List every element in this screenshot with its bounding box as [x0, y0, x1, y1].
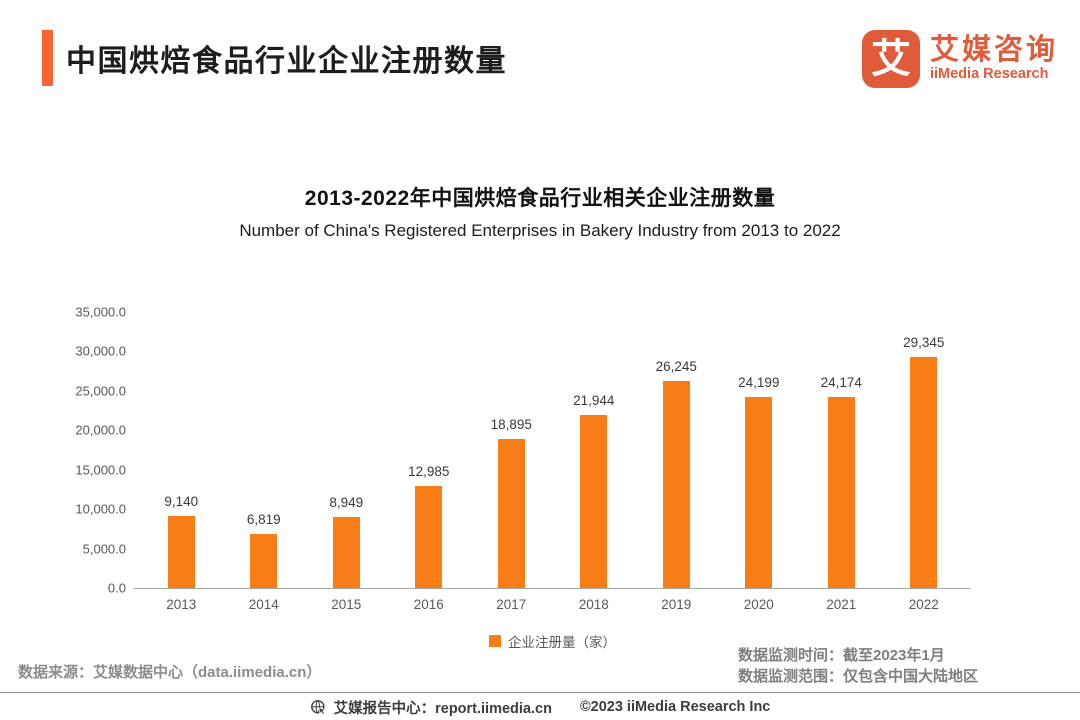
bar: [745, 397, 773, 588]
bar-value-label: 18,895: [490, 417, 532, 432]
x-axis-label: 2015: [331, 597, 362, 612]
bar-value-label: 6,819: [246, 512, 281, 528]
bar: [662, 381, 690, 588]
bar: [415, 485, 443, 588]
iimedia-logo-icon: 艾: [861, 30, 920, 88]
bar: [167, 515, 195, 588]
y-axis-tick-label: 10,000.0: [75, 501, 126, 517]
x-axis: 2013 2014 2015 2016 2017 2018 2019 2020 2021 2022: [140, 597, 965, 612]
bar-group: 18,895: [470, 312, 553, 588]
x-axis-label: 2022: [908, 597, 939, 612]
bar: [827, 397, 855, 588]
x-axis-line: [134, 588, 970, 589]
y-axis: 0.0 5,000.0 10,000.0 15,000.0 20,000.0 25,000…: [0, 305, 126, 596]
monitoring-note: 数据监测时间：截至2023年1月 数据监测范围：仅包含中国大陆地区: [738, 645, 978, 687]
legend-label: 企业注册量（家）: [508, 635, 616, 650]
bar: [497, 439, 525, 588]
bar-value-label: 29,345: [903, 334, 945, 350]
bar-group: 9,140: [140, 312, 223, 588]
bar-value-label: 8,949: [329, 495, 364, 511]
logo-name-en: iiMedia Research: [929, 65, 1049, 82]
bar-value-label: 24,199: [738, 375, 780, 391]
bar-group: 24,199: [718, 312, 801, 588]
header-accent-bar: [42, 30, 53, 86]
y-axis-tick-label: 0.0: [107, 580, 126, 596]
y-axis-tick-label: 25,000.0: [75, 383, 126, 399]
monitoring-time: 数据监测时间：截至2023年1月: [738, 647, 945, 664]
bars: 9,140 6,819 8,949 12,985 18,895 21,944 26,245 2…: [140, 312, 965, 588]
bar-group: 21,944: [553, 312, 636, 588]
chart-title: 2013-2022年中国烘焙食品行业相关企业注册数量: [304, 187, 776, 210]
footer: 艾媒报告中心：report.iimedia.cn ©2023 iiMedia R…: [0, 694, 1080, 720]
bar-group: 24,174: [800, 312, 883, 588]
bar-group: 12,985: [388, 312, 471, 588]
bar-value-label: 24,174: [820, 375, 862, 391]
y-axis-tick-label: 35,000.0: [75, 304, 126, 320]
footer-report-center: 艾媒报告中心：report.iimedia.cn: [333, 700, 552, 717]
footer-copyright: ©2023 iiMedia Research Inc: [579, 699, 771, 715]
bar: [580, 414, 608, 588]
iimedia-logo: 艾 艾媒咨询 iiMedia Research: [861, 30, 1058, 88]
monitoring-scope: 数据监测范围：仅包含中国大陆地区: [738, 668, 979, 685]
x-axis-label: 2017: [496, 597, 527, 612]
footer-divider: [0, 692, 1080, 693]
legend-swatch: [489, 635, 501, 647]
x-axis-label: 2020: [743, 597, 774, 612]
bar-value-label: 12,985: [408, 463, 450, 479]
data-source-note: 数据来源：艾媒数据中心（data.iimedia.cn）: [18, 664, 322, 681]
page-title: 中国烘焙食品行业企业注册数量: [66, 45, 507, 78]
y-axis-tick-label: 15,000.0: [75, 462, 126, 478]
bar-value-label: 21,944: [573, 392, 615, 408]
bar: [910, 356, 938, 588]
logo-name-cn: 艾媒咨询: [929, 34, 1058, 67]
x-axis-label: 2021: [826, 597, 857, 612]
globe-cursor-icon: [310, 699, 326, 715]
y-axis-tick-label: 30,000.0: [75, 343, 126, 359]
bar-value-label: 26,245: [655, 359, 697, 375]
bar: [332, 517, 360, 588]
x-axis-label: 2018: [578, 597, 609, 612]
bar-group: 8,949: [305, 312, 388, 588]
bar-value-label: 9,140: [164, 493, 199, 509]
chart-subtitle: Number of China's Registered Enterprises…: [239, 221, 841, 240]
x-axis-label: 2014: [248, 597, 279, 612]
x-axis-label: 2019: [661, 597, 692, 612]
y-axis-tick-label: 5,000.0: [82, 541, 126, 557]
chart-legend: 企业注册量（家）: [140, 631, 965, 651]
bar: [250, 534, 278, 588]
bar-group: 6,819: [223, 312, 306, 588]
x-axis-label: 2013: [166, 597, 197, 612]
y-axis-tick-label: 20,000.0: [75, 422, 126, 438]
x-axis-label: 2016: [413, 597, 444, 612]
bar-group: 26,245: [635, 312, 718, 588]
bar-group: 29,345: [883, 312, 966, 588]
bar-chart: 0.0 5,000.0 10,000.0 15,000.0 20,000.0 25,000…: [0, 305, 1080, 612]
